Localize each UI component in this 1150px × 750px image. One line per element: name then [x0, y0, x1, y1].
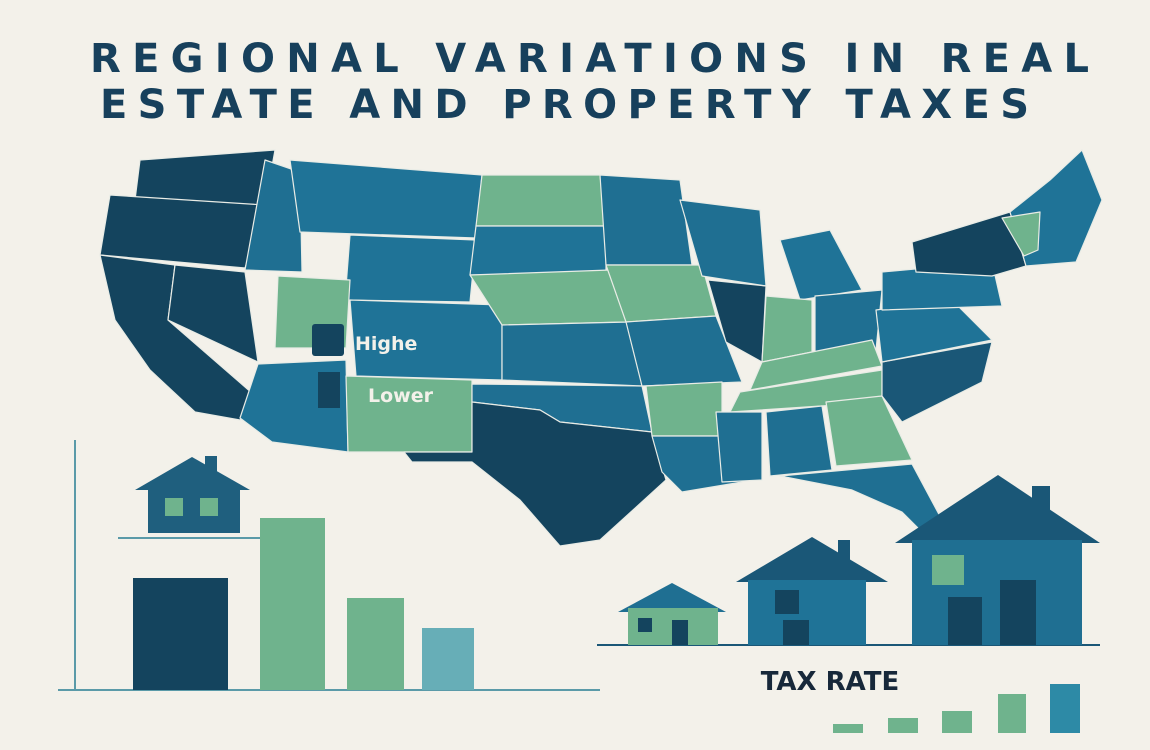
title-line: REGIONAL VARIATIONS IN REAL	[90, 36, 1090, 82]
legend-label: Highe	[355, 333, 417, 355]
right-illustration	[597, 475, 1100, 733]
tax-rate-label: TAX RATE	[761, 667, 900, 697]
title-line: ESTATE AND PROPERTY TAXES	[100, 82, 1030, 128]
legend-swatch	[318, 372, 340, 408]
legend-swatch	[312, 324, 344, 356]
us-map	[99, 149, 1103, 547]
left-illustration	[58, 440, 600, 691]
legend-label: Lower	[368, 385, 434, 407]
